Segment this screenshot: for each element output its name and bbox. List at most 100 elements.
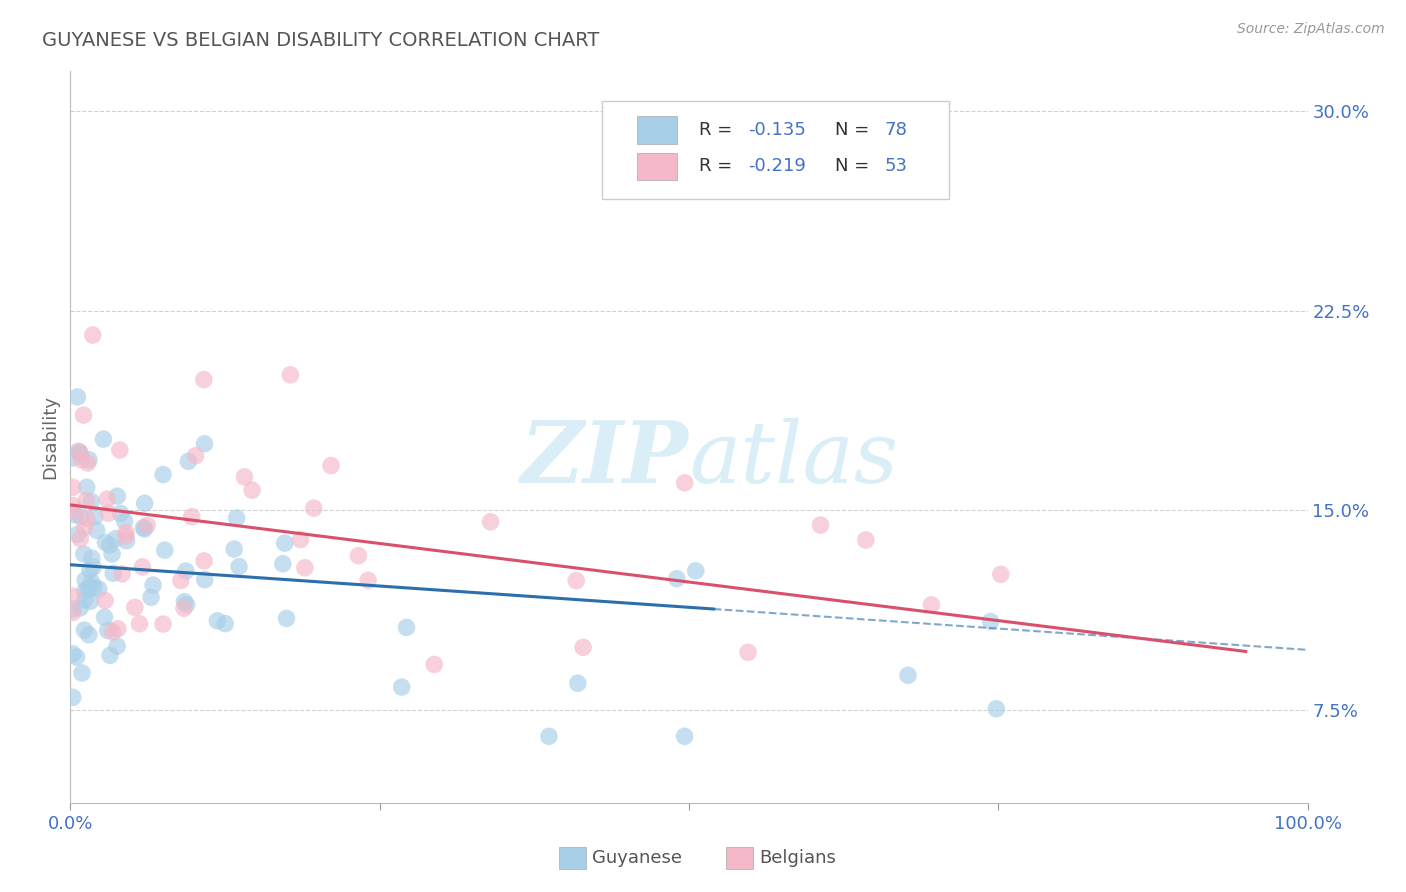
Point <box>73 592 96 607</box>
Point <box>565 574 588 588</box>
Point <box>136 518 159 533</box>
Point <box>134 496 156 510</box>
Point <box>173 601 195 615</box>
Text: R =: R = <box>699 158 738 176</box>
Point <box>62 602 84 616</box>
Text: -0.219: -0.219 <box>748 158 806 176</box>
Point <box>76 480 98 494</box>
Point <box>107 622 129 636</box>
Point <box>274 536 297 550</box>
Point <box>225 511 247 525</box>
Point <box>62 504 84 518</box>
Point <box>98 538 121 552</box>
FancyBboxPatch shape <box>725 847 754 869</box>
Point <box>62 499 84 513</box>
Point <box>302 501 325 516</box>
Text: GUYANESE VS BELGIAN DISABILITY CORRELATION CHART: GUYANESE VS BELGIAN DISABILITY CORRELATI… <box>42 31 599 50</box>
Point <box>80 494 103 508</box>
Point <box>423 657 446 672</box>
Text: ZIP: ZIP <box>522 417 689 500</box>
Point <box>319 458 342 473</box>
FancyBboxPatch shape <box>602 101 949 200</box>
Point <box>980 615 1002 629</box>
Point <box>124 600 146 615</box>
Point <box>79 581 101 595</box>
Point <box>69 446 91 460</box>
Point <box>101 547 124 561</box>
Point <box>294 560 316 574</box>
Point <box>77 628 100 642</box>
Point <box>271 557 294 571</box>
Point <box>67 445 90 459</box>
Point <box>347 549 370 563</box>
Point <box>128 616 150 631</box>
Point <box>76 511 98 525</box>
Point <box>152 617 174 632</box>
Point <box>357 574 380 588</box>
Point <box>207 614 229 628</box>
FancyBboxPatch shape <box>637 116 676 144</box>
Y-axis label: Disability: Disability <box>41 395 59 479</box>
Point <box>986 702 1008 716</box>
Point <box>173 595 195 609</box>
Point <box>94 535 117 549</box>
Point <box>134 522 156 536</box>
Point <box>67 444 90 458</box>
Point <box>233 470 256 484</box>
Text: R =: R = <box>699 121 738 139</box>
Point <box>75 573 97 587</box>
Point <box>79 594 101 608</box>
Point <box>62 606 84 620</box>
Point <box>70 452 93 467</box>
Point <box>82 328 104 343</box>
Point <box>70 666 93 681</box>
Point <box>174 564 197 578</box>
Point <box>810 518 832 533</box>
Point <box>63 508 86 522</box>
Point <box>391 680 413 694</box>
Point <box>73 623 96 637</box>
Point <box>673 475 696 490</box>
Point <box>153 543 176 558</box>
Point <box>103 566 125 581</box>
Point <box>572 640 595 655</box>
Point <box>62 450 84 465</box>
Text: Belgians: Belgians <box>759 848 837 867</box>
Point <box>87 582 110 596</box>
Point <box>97 624 120 638</box>
Text: -0.135: -0.135 <box>748 121 806 139</box>
Point <box>115 525 138 540</box>
Point <box>80 575 103 590</box>
Text: 53: 53 <box>884 158 907 176</box>
Point <box>194 573 217 587</box>
Point <box>96 492 118 507</box>
Point <box>855 533 877 547</box>
Point <box>131 560 153 574</box>
Point <box>83 509 105 524</box>
Point <box>897 668 920 682</box>
Point <box>83 581 105 595</box>
Point <box>193 554 215 568</box>
Text: N =: N = <box>835 121 875 139</box>
Point <box>66 527 89 541</box>
Point <box>62 589 84 603</box>
Point <box>62 480 84 494</box>
FancyBboxPatch shape <box>637 153 676 180</box>
Point <box>395 620 418 634</box>
Point <box>73 547 96 561</box>
Point <box>73 520 96 534</box>
Point <box>94 593 117 607</box>
Point <box>665 572 688 586</box>
Point <box>66 390 89 404</box>
Point <box>567 676 589 690</box>
FancyBboxPatch shape <box>560 847 586 869</box>
Point <box>105 489 128 503</box>
Point <box>537 729 560 743</box>
Point <box>114 529 136 543</box>
Point <box>111 566 134 581</box>
Point <box>193 373 215 387</box>
Point <box>142 578 165 592</box>
Point <box>76 456 98 470</box>
Point <box>737 645 759 659</box>
Text: N =: N = <box>835 158 875 176</box>
